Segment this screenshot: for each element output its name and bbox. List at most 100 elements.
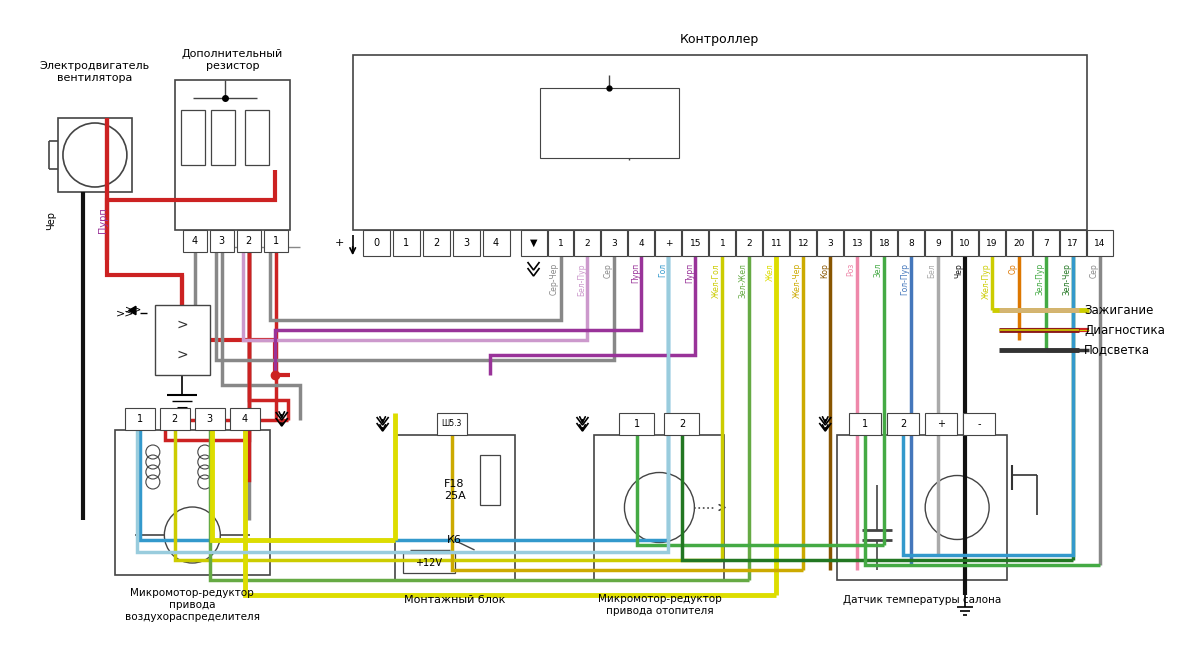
Text: 3: 3 (463, 238, 469, 248)
Text: 0: 0 (373, 238, 379, 248)
Text: F18
25A: F18 25A (444, 480, 466, 501)
Text: Пурп: Пурп (97, 207, 108, 233)
Text: 8: 8 (909, 238, 914, 248)
Bar (394, 435, 514, 580)
Bar (393, 230, 419, 256)
Bar (264, 230, 287, 252)
Bar (952, 230, 978, 256)
Bar (1087, 230, 1113, 256)
Text: Пурп: Пурп (685, 263, 694, 283)
Bar (353, 55, 1087, 230)
Bar (423, 230, 449, 256)
Circle shape (625, 472, 694, 542)
Text: 4: 4 (191, 236, 198, 246)
Bar (480, 455, 500, 505)
Bar (887, 413, 920, 435)
Bar (520, 230, 546, 256)
Text: Зажигание: Зажигание (1083, 303, 1154, 316)
Text: >: > (176, 348, 188, 362)
Bar (925, 413, 958, 435)
Bar (790, 230, 816, 256)
Bar (1034, 230, 1059, 256)
Bar (236, 230, 261, 252)
Bar (437, 413, 467, 435)
Text: Зел-Жел: Зел-Жел (739, 263, 747, 298)
Bar (181, 110, 204, 165)
Text: Кор: Кор (820, 263, 829, 278)
Text: Зел: Зел (873, 263, 883, 277)
Text: 3: 3 (219, 236, 225, 246)
Bar (601, 230, 627, 256)
Bar (979, 230, 1005, 256)
Text: Ш5.3: Ш5.3 (442, 419, 462, 428)
Text: Чер: Чер (46, 211, 56, 229)
Bar (539, 88, 680, 158)
Text: Контроллер: Контроллер (681, 34, 759, 47)
Text: +12V: +12V (415, 558, 442, 568)
Text: Дополнительный
резистор: Дополнительный резистор (182, 49, 283, 71)
Bar (183, 230, 207, 252)
Text: 1: 1 (273, 236, 279, 246)
Text: Жел: Жел (766, 263, 775, 281)
Text: Микромотор-редуктор
привода отопителя: Микромотор-редуктор привода отопителя (598, 594, 721, 616)
Text: 2: 2 (678, 419, 685, 429)
Text: 14: 14 (1094, 238, 1106, 248)
Bar (115, 430, 270, 575)
Text: 15: 15 (690, 238, 701, 248)
Bar (154, 305, 210, 375)
Bar (963, 413, 996, 435)
Bar (175, 80, 290, 230)
Bar (210, 230, 234, 252)
Text: 3: 3 (207, 414, 213, 424)
Circle shape (601, 92, 657, 148)
Text: 2: 2 (584, 238, 590, 248)
Text: Сер-Чер: Сер-Чер (550, 263, 560, 295)
Text: Гол: Гол (658, 263, 666, 277)
Text: 1: 1 (403, 238, 409, 248)
Text: >: > (176, 318, 188, 332)
Text: 17: 17 (1067, 238, 1079, 248)
Text: Пурп: Пурп (631, 263, 640, 283)
Bar (871, 230, 897, 256)
Text: 3: 3 (612, 238, 618, 248)
Text: Сер: Сер (604, 263, 613, 278)
Text: 4: 4 (241, 414, 248, 424)
Text: +: + (937, 419, 946, 429)
Bar (548, 230, 574, 256)
Text: 4: 4 (493, 238, 499, 248)
Text: 7: 7 (1043, 238, 1049, 248)
Circle shape (63, 123, 127, 187)
Bar (764, 230, 789, 256)
Text: Микромотор-редуктор
привода
воздухораспределителя: Микромотор-редуктор привода воздухораспр… (125, 588, 260, 621)
Text: 20: 20 (1013, 238, 1025, 248)
Text: -: - (978, 419, 981, 429)
Text: 3: 3 (827, 238, 833, 248)
Bar (1060, 230, 1086, 256)
Bar (898, 230, 924, 256)
Text: +: + (335, 238, 345, 248)
Text: Бел: Бел (928, 263, 936, 277)
Bar (628, 230, 655, 256)
Text: Бел-Пур: Бел-Пур (577, 263, 586, 295)
Text: 2: 2 (901, 419, 906, 429)
Text: 2: 2 (746, 238, 752, 248)
Bar (594, 435, 725, 580)
Text: 1: 1 (634, 419, 640, 429)
Text: Жел-Чер: Жел-Чер (792, 263, 802, 298)
Text: Роз: Роз (847, 263, 855, 276)
Text: 1: 1 (720, 238, 725, 248)
Circle shape (164, 507, 220, 563)
Text: Зел-Чер: Зел-Чер (1062, 263, 1072, 295)
Text: 4: 4 (639, 238, 644, 248)
Bar (925, 230, 952, 256)
Text: >>: >> (115, 308, 134, 318)
Text: >>: >> (125, 305, 141, 315)
Text: 2: 2 (246, 236, 252, 246)
Bar (58, 118, 132, 192)
Text: К6: К6 (447, 535, 462, 545)
Text: 10: 10 (960, 238, 971, 248)
Text: Чер: Чер (955, 263, 963, 278)
Circle shape (925, 476, 990, 540)
Bar (195, 408, 225, 430)
Bar (229, 408, 260, 430)
